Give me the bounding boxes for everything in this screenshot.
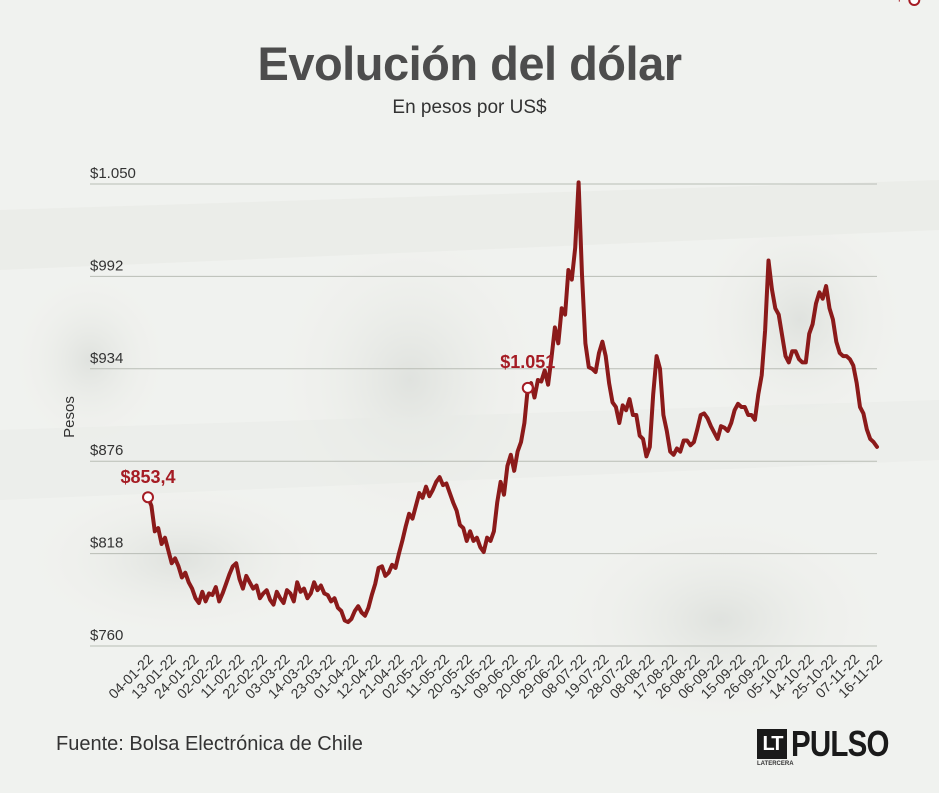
chart-subtitle: En pesos por US$ [392, 97, 547, 118]
logo-wordmark: PULSO [791, 723, 889, 764]
y-tick-label: $934 [90, 350, 123, 367]
y-tick-label: $1.050 [90, 165, 136, 182]
grid-lines [90, 183, 877, 647]
pulso-logo: LT LATERCERA PULSO [757, 723, 910, 767]
annotation-label: $853,4 [120, 467, 175, 487]
source-note: Fuente: Bolsa Electrónica de Chile [56, 733, 363, 755]
series-line [146, 180, 879, 625]
x-axis-ticks: 04-01-2213-01-2224-01-2202-02-2211-02-22… [105, 651, 885, 702]
annotation-marker [521, 381, 534, 394]
annotations: $853,4 $1.051 $885 [120, 0, 934, 504]
annotation-marker [142, 491, 154, 504]
annotation-marker [908, 0, 921, 6]
y-tick-label: $818 [90, 535, 123, 552]
logo-badge-text: LT [762, 732, 784, 755]
y-tick-label: $876 [90, 442, 123, 459]
annotation-label: $885 [894, 0, 934, 4]
y-axis-ticks: $1.050 $992 $934 $876 $818 $760 [90, 165, 136, 644]
y-axis-label: Pesos [61, 396, 78, 438]
series-group [146, 180, 879, 625]
y-tick-label: $760 [90, 627, 123, 644]
chart-title: Evolución del dólar [257, 37, 682, 90]
logo-badge-subtext: LATERCERA [757, 761, 794, 767]
la-tercera-badge: LT LATERCERA [757, 729, 794, 767]
annotation-label: $1.051 [500, 352, 555, 372]
y-tick-label: $992 [90, 257, 123, 274]
